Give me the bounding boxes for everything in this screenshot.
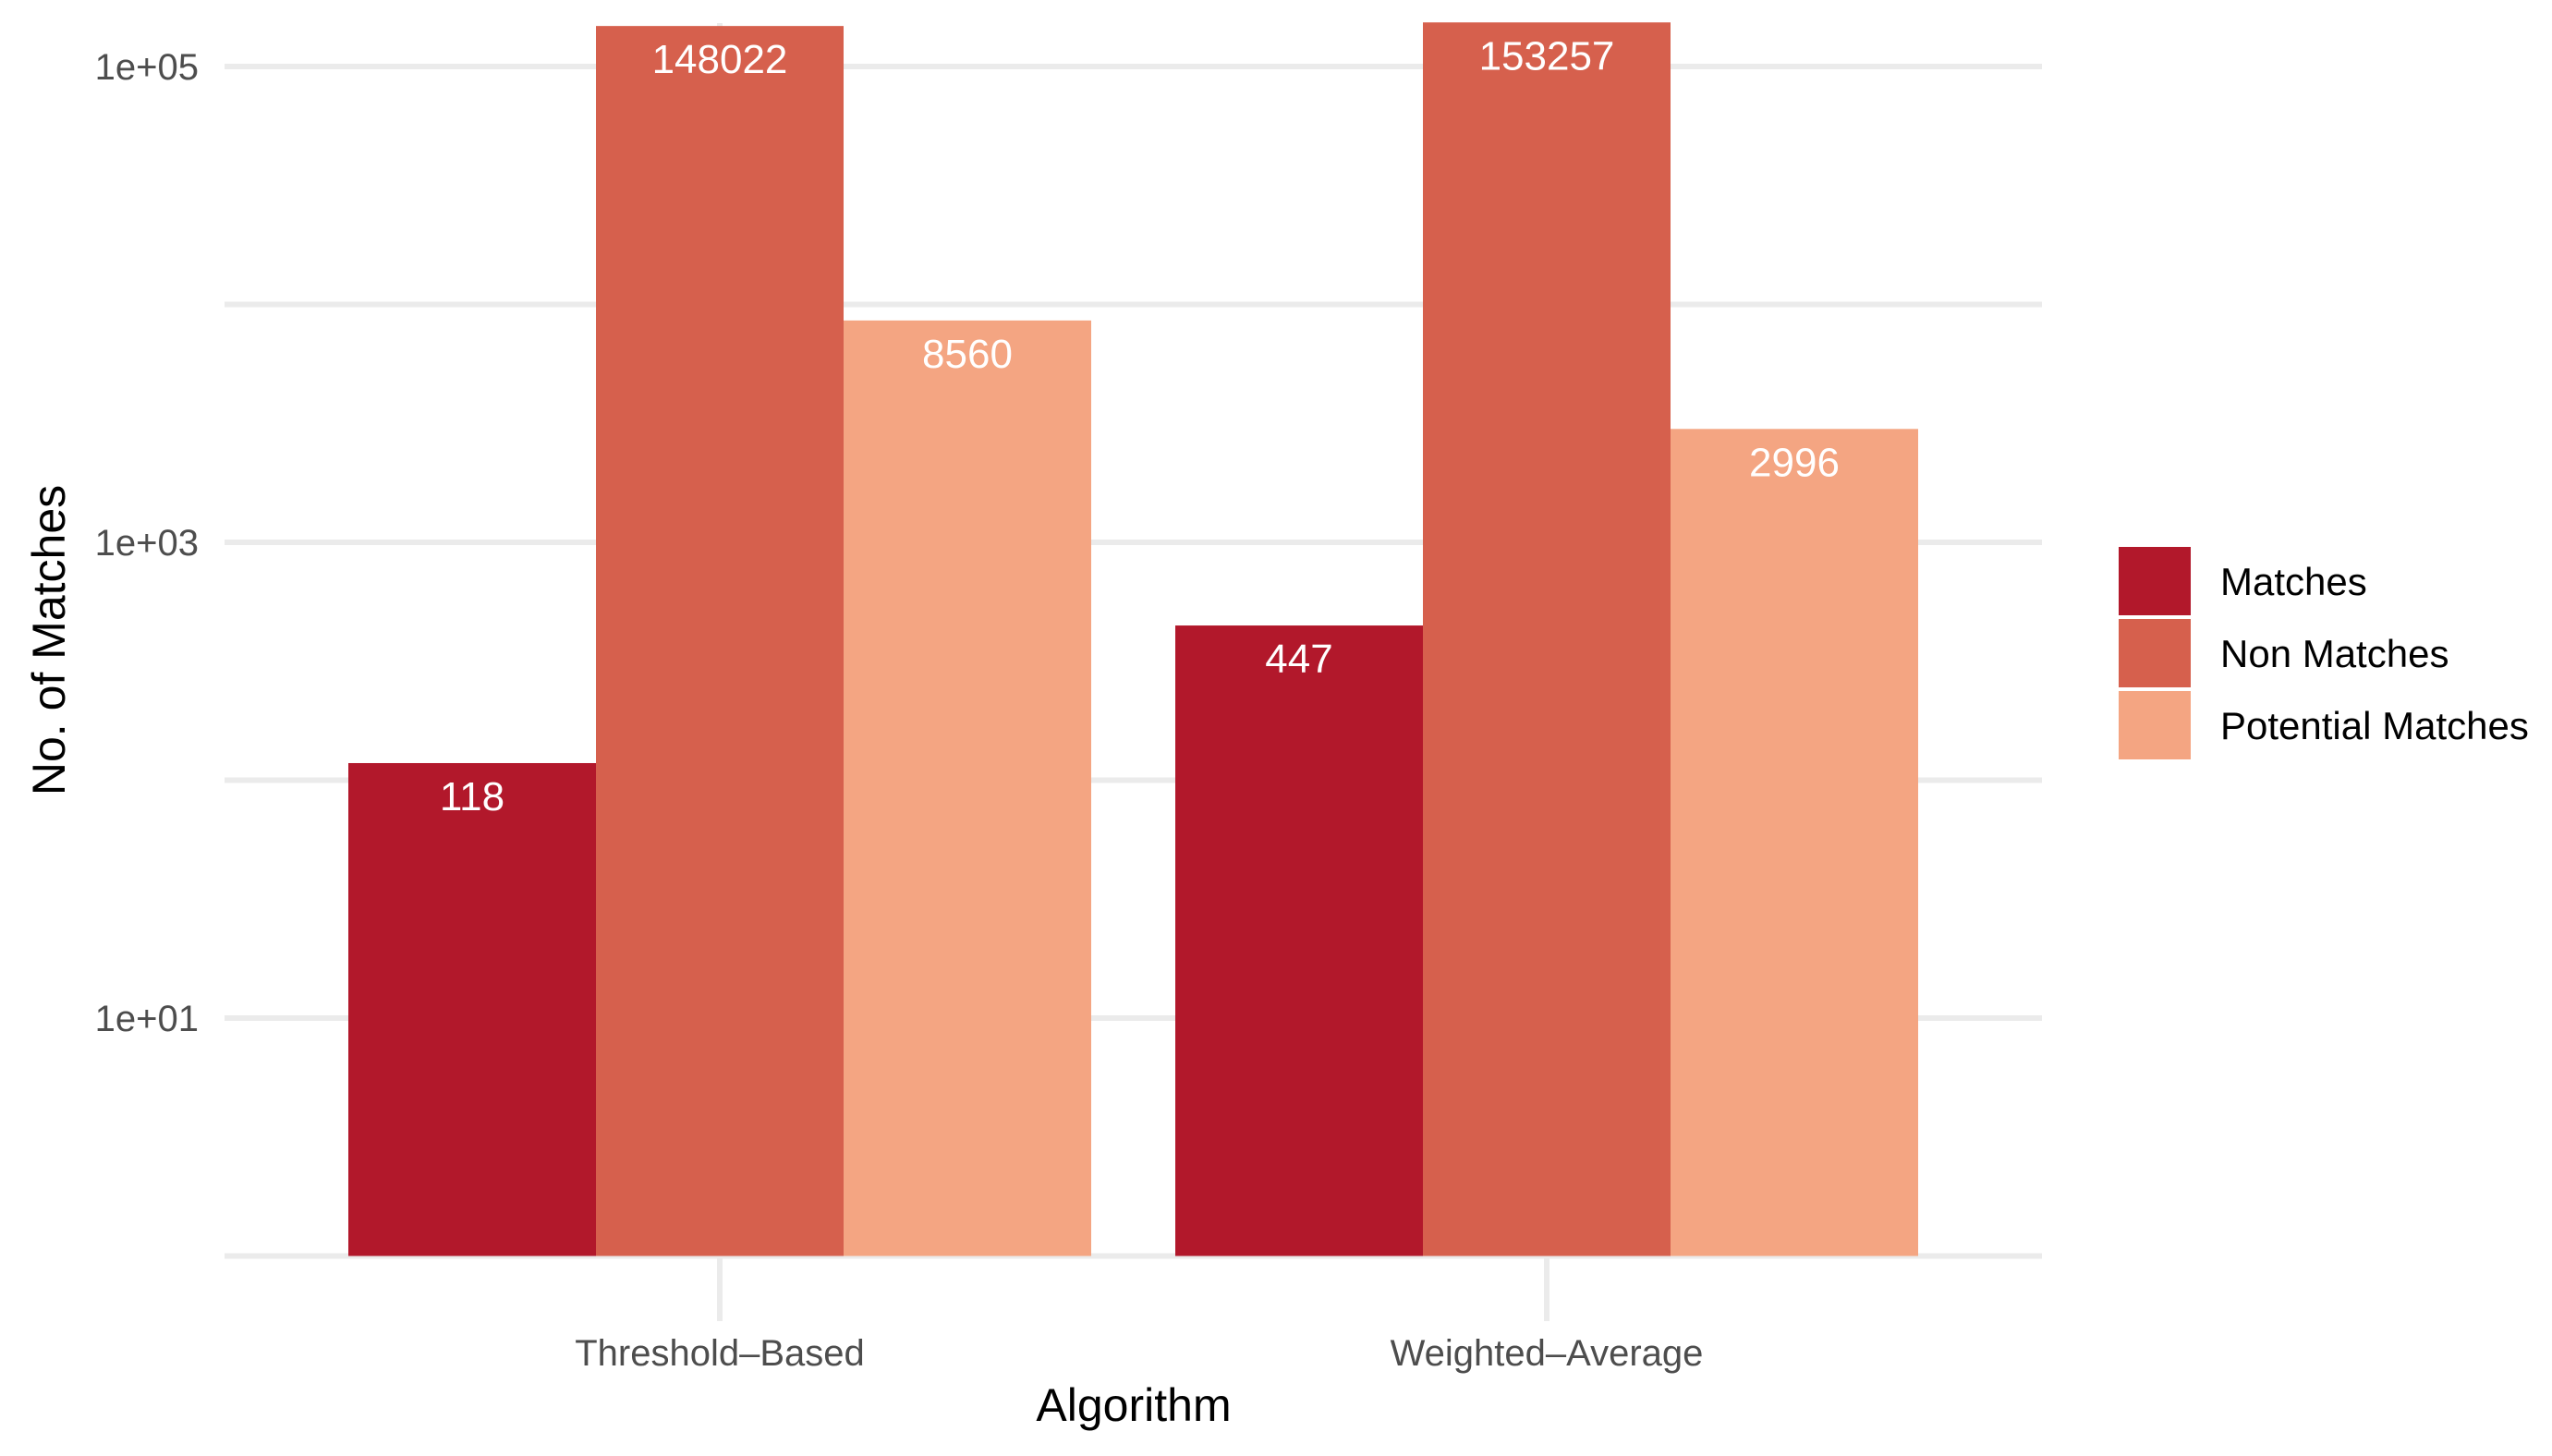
legend-key — [2119, 691, 2191, 759]
legend-label: Non Matches — [2220, 632, 2449, 675]
bar-value-label: 118 — [440, 774, 504, 819]
bar-value-label: 2996 — [1749, 440, 1840, 485]
bar-value-label: 8560 — [922, 332, 1013, 377]
legend-item: Matches — [2119, 547, 2367, 615]
bar-value-label: 153257 — [1479, 33, 1615, 79]
y-tick-label: 1e+05 — [95, 47, 199, 88]
y-axis-ticks: 1e+01 1e+03 1e+05 — [95, 47, 199, 1039]
y-tick-label: 1e+01 — [95, 999, 199, 1039]
legend-key — [2119, 547, 2191, 615]
x-axis-ticks: Threshold–Based Weighted–Average — [575, 1333, 1703, 1374]
bar-potential-matches — [1671, 429, 1918, 1256]
legend-key — [2119, 619, 2191, 687]
y-axis-title: No. of Matches — [23, 485, 75, 795]
bar-non-matches — [596, 26, 844, 1256]
legend-label: Matches — [2220, 560, 2367, 603]
legend-item: Potential Matches — [2119, 691, 2529, 759]
x-tick-label: Threshold–Based — [575, 1333, 865, 1374]
bar-matches — [348, 762, 596, 1256]
bar-potential-matches — [844, 320, 1091, 1256]
bar-matches — [1175, 625, 1423, 1256]
bar-non-matches — [1423, 22, 1671, 1256]
x-tick-label: Weighted–Average — [1391, 1333, 1704, 1374]
legend-item: Non Matches — [2119, 619, 2449, 687]
bar-value-label: 148022 — [652, 37, 788, 82]
y-tick-label: 1e+03 — [95, 523, 199, 564]
legend-label: Potential Matches — [2220, 704, 2529, 747]
bar-value-label: 447 — [1265, 637, 1332, 682]
bars-layer — [348, 22, 1918, 1256]
legend: Matches Non Matches Potential Matches — [2119, 547, 2529, 759]
x-axis-title: Algorithm — [1036, 1379, 1231, 1431]
bar-labels-layer: 118 148022 8560 447 153257 2996 — [440, 33, 1840, 819]
